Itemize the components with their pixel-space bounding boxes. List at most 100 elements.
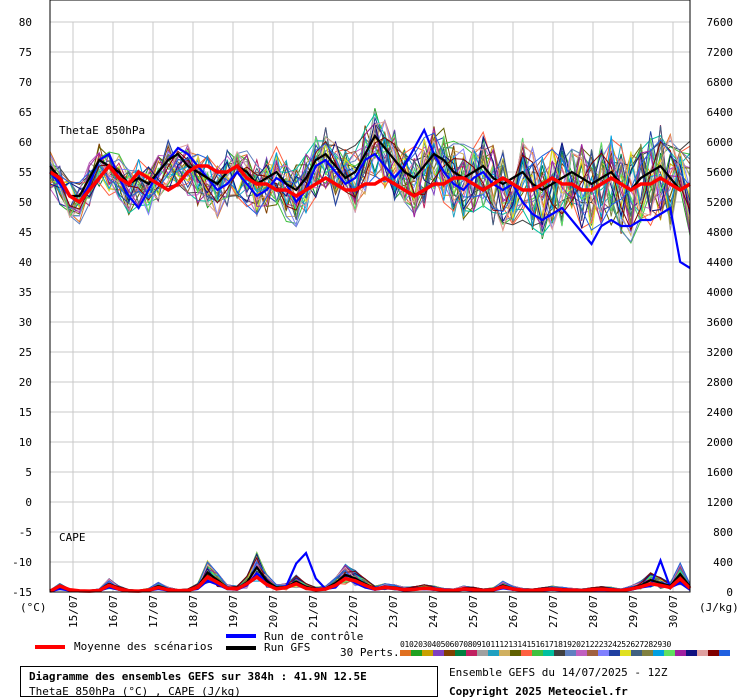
left-unit-label: (°C) [20,601,47,614]
right-tick-label: 7600 [707,16,734,29]
gfs-thetae-line [49,134,691,198]
perturbation-lines [49,108,691,593]
left-tick-label: 5 [25,466,32,479]
perturbation-26-thetae-line [49,121,691,235]
perturbation-swatch-11 [510,650,521,656]
perturbation-swatch-07 [466,650,477,656]
left-tick-label: 75 [19,46,32,59]
control-legend-swatch [226,634,256,638]
right-tick-label: 7200 [707,46,734,59]
right-tick-label: 5200 [707,196,734,209]
left-tick-label: 30 [19,316,32,329]
grid [50,21,690,593]
x-tick-label: 26/07 [507,595,520,628]
perturbation-numbers: 0102030405060708091011121314151617181920… [400,640,671,649]
right-tick-label: 2800 [707,376,734,389]
perturbation-swatch-30 [719,650,730,656]
right-tick-label: 400 [713,556,733,569]
x-tick-label: 29/07 [627,595,640,628]
x-tick-label: 22/07 [347,595,360,628]
left-tick-label: 60 [19,136,32,149]
right-tick-label: 6000 [707,136,734,149]
perturbation-swatch-18 [587,650,598,656]
perturbation-27-thetae-line [49,122,691,229]
chart-title: Diagramme des ensembles GEFS sur 384h : … [29,670,367,683]
perturbation-swatch-03 [422,650,433,656]
left-tick-label: -5 [19,526,32,539]
info-box: Diagramme des ensembles GEFS sur 384h : … [20,666,438,698]
left-tick-label: 50 [19,196,32,209]
x-tick-label: 18/07 [187,595,200,628]
plot-frame [49,0,691,593]
right-tick-label: 5600 [707,166,734,179]
right-tick-label: 2000 [707,436,734,449]
x-tick-label: 25/07 [467,595,480,628]
perturbation-swatch-06 [455,650,466,656]
perturbation-swatch-14 [543,650,554,656]
perturbation-swatch-13 [532,650,543,656]
left-tick-label: 55 [19,166,32,179]
left-tick-label: 15 [19,406,32,419]
left-tick-label: 65 [19,106,32,119]
thetae-panel-label: ThetaE 850hPa [59,124,145,137]
ensemble-run-label: Ensemble GEFS du 14/07/2025 - 12Z [449,666,668,679]
perturbation-swatch-20 [609,650,620,656]
perturbation-swatch-12 [521,650,532,656]
right-tick-label: 4400 [707,256,734,269]
right-tick-label: 2400 [707,406,734,419]
right-tick-label: 800 [713,526,733,539]
perturbation-swatch-15 [554,650,565,656]
perturbation-swatch-09 [488,650,499,656]
gfs-legend-swatch [226,646,256,650]
right-tick-label: 3600 [707,316,734,329]
perturbation-swatch-24 [653,650,664,656]
left-tick-label: 10 [19,436,32,449]
x-tick-label: 27/07 [547,595,560,628]
left-tick-label: 0 [25,496,32,509]
left-tick-label: -10 [12,556,32,569]
perturbation-30-thetae-line [49,132,691,231]
mean-thetae-line [49,163,691,205]
right-tick-label: 3200 [707,346,734,359]
x-tick-label: 17/07 [147,595,160,628]
x-tick-label: 15/07 [67,595,80,628]
x-tick-label: 16/07 [107,595,120,628]
x-tick-label: 19/07 [227,595,240,628]
x-tick-label: 20/07 [267,595,280,628]
perturbation-swatch-28 [697,650,708,656]
left-tick-label: 25 [19,346,32,359]
perturbation-swatch-23 [642,650,653,656]
mean-legend-label: Moyenne des scénarios [74,640,214,653]
perturbation-swatch-26 [675,650,686,656]
perturbation-swatch-25 [664,650,675,656]
perturbation-swatch-10 [499,650,510,656]
left-tick-label: -15 [12,586,32,599]
right-tick-label: 4800 [707,226,734,239]
left-tick-label: 20 [19,376,32,389]
perturbation-color-legend [400,650,730,656]
right-tick-label: 6800 [707,76,734,89]
main-lines [49,127,692,593]
right-tick-label: 1200 [707,496,734,509]
perturbation-swatch-04 [433,650,444,656]
left-tick-label: 45 [19,226,32,239]
perturbation-swatch-22 [631,650,642,656]
x-tick-label: 21/07 [307,595,320,628]
perturbation-swatch-21 [620,650,631,656]
perturbation-swatch-05 [444,650,455,656]
x-tick-label: 24/07 [427,595,440,628]
right-tick-label: 4000 [707,286,734,299]
left-tick-label: 40 [19,256,32,269]
x-tick-label: 28/07 [587,595,600,628]
right-unit-label: (J/kg) [699,601,739,614]
mean-legend-swatch [35,645,65,649]
chart-subtitle: ThetaE 850hPa (°C) , CAPE (J/kg) [29,685,241,698]
mean-cape-line [49,574,692,593]
control-legend-label: Run de contrôle [264,630,364,643]
left-tick-label: 70 [19,76,32,89]
perturbation-swatch-08 [477,650,488,656]
copyright: Copyright 2025 Meteociel.fr [449,685,628,698]
perturbation-swatch-29 [708,650,719,656]
perturbation-swatch-16 [565,650,576,656]
